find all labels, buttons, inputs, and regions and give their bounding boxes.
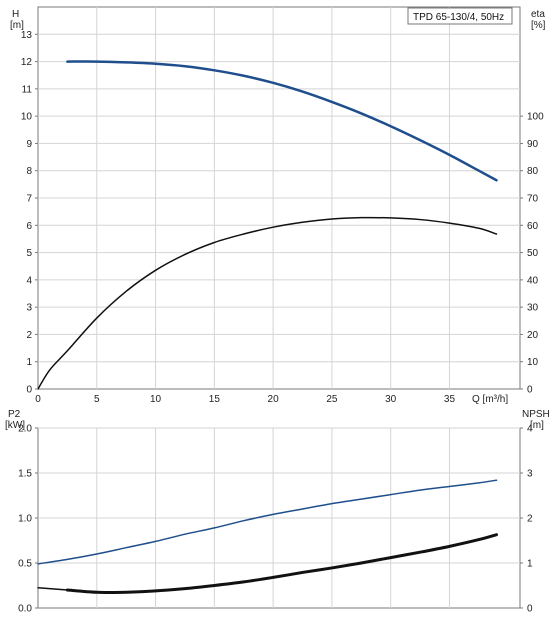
top-right-axis-label-1: eta <box>531 9 545 20</box>
top-x-axis-label: Q [m³/h] <box>472 394 508 405</box>
top-right-tick-label: 60 <box>527 221 539 232</box>
bottom-left-axis-label-2: [kW] <box>5 420 25 431</box>
top-x-tick-label: 5 <box>94 394 100 405</box>
bottom-left-tick-label: 0.0 <box>18 604 32 615</box>
bottom-left-tick-label: 0.5 <box>18 559 32 570</box>
bottom-right-tick-label: 0 <box>527 604 533 615</box>
top-right-tick-label: 100 <box>527 112 544 123</box>
top-left-tick-label: 12 <box>21 57 33 68</box>
title-box <box>407 7 513 25</box>
top-right-tick-label: 80 <box>527 166 539 177</box>
bottom-chart: 0.0 0.5 1.0 1.5 2.0 0 1 2 3 4 P2 [kW] NPSH [m] <box>5 409 550 615</box>
top-x-ticks: 0 5 10 15 20 25 30 35 <box>35 394 455 405</box>
top-right-tick-label: 10 <box>527 357 539 368</box>
chart-title: TPD 65-130/4, 50Hz <box>413 12 504 23</box>
top-left-axis-label-1: H <box>12 9 19 20</box>
bottom-right-axis-label-2: [m] <box>530 420 544 431</box>
top-left-tick-label: 9 <box>26 139 32 150</box>
top-right-axis-label-2: [%] <box>531 20 546 31</box>
top-left-axis-label-2: [m] <box>10 20 24 31</box>
bottom-curves <box>37 479 498 594</box>
bottom-curve-2 <box>65 533 498 594</box>
top-left-tick-label: 5 <box>26 248 32 259</box>
bottom-curve-0 <box>37 479 498 565</box>
top-left-tick-label: 3 <box>26 303 32 314</box>
top-curves <box>37 60 498 390</box>
bottom-right-tick-label: 1 <box>527 559 533 570</box>
top-left-tick-label: 10 <box>21 112 33 123</box>
top-left-tick-label: 7 <box>26 194 32 205</box>
top-right-tick-label: 90 <box>527 139 539 150</box>
top-left-tick-label: 13 <box>21 30 33 41</box>
bottom-right-tick-label: 4 <box>527 424 533 435</box>
top-right-tick-label: 40 <box>527 275 539 286</box>
bottom-left-tick-label: 2.0 <box>18 424 32 435</box>
bottom-right-ticks: 0 1 2 3 4 <box>520 424 533 615</box>
bottom-left-tick-label: 1.0 <box>18 514 32 525</box>
top-left-tick-label: 1 <box>26 357 32 368</box>
bottom-left-tick-label: 1.5 <box>18 469 32 480</box>
top-x-tick-label: 20 <box>268 394 280 405</box>
top-right-tick-label: 30 <box>527 303 539 314</box>
top-right-tick-label: 20 <box>527 330 539 341</box>
top-right-tick-label: 0 <box>527 385 533 396</box>
top-left-tick-label: 0 <box>26 385 32 396</box>
bottom-grid <box>38 427 520 608</box>
top-x-tick-label: 15 <box>209 394 221 405</box>
bottom-curve-1 <box>37 587 69 591</box>
top-left-tick-label: 8 <box>26 166 32 177</box>
top-x-tick-label: 0 <box>35 394 41 405</box>
top-left-tick-label: 11 <box>22 84 33 95</box>
top-right-ticks: 0 10 20 30 40 50 60 70 80 90 100 <box>520 112 544 396</box>
top-left-tick-label: 2 <box>26 330 32 341</box>
bottom-left-axis-label-1: P2 <box>8 409 21 420</box>
top-left-tick-label: 4 <box>26 275 32 286</box>
top-left-tick-label: 6 <box>26 221 32 232</box>
top-x-tick-label: 10 <box>150 394 162 405</box>
top-x-tick-label: 25 <box>326 394 338 405</box>
bottom-right-tick-label: 3 <box>527 469 533 480</box>
top-right-tick-label: 50 <box>527 248 539 259</box>
bottom-right-axis-label-1: NPSH <box>522 409 550 420</box>
bottom-left-ticks: 0.0 0.5 1.0 1.5 2.0 <box>18 424 38 615</box>
bottom-right-tick-label: 2 <box>527 514 533 525</box>
top-x-tick-label: 35 <box>444 394 456 405</box>
top-curve-0 <box>66 60 498 182</box>
top-grid <box>38 7 520 389</box>
top-x-tick-label: 30 <box>385 394 397 405</box>
top-right-tick-label: 70 <box>527 194 539 205</box>
top-curve-1 <box>37 216 498 390</box>
